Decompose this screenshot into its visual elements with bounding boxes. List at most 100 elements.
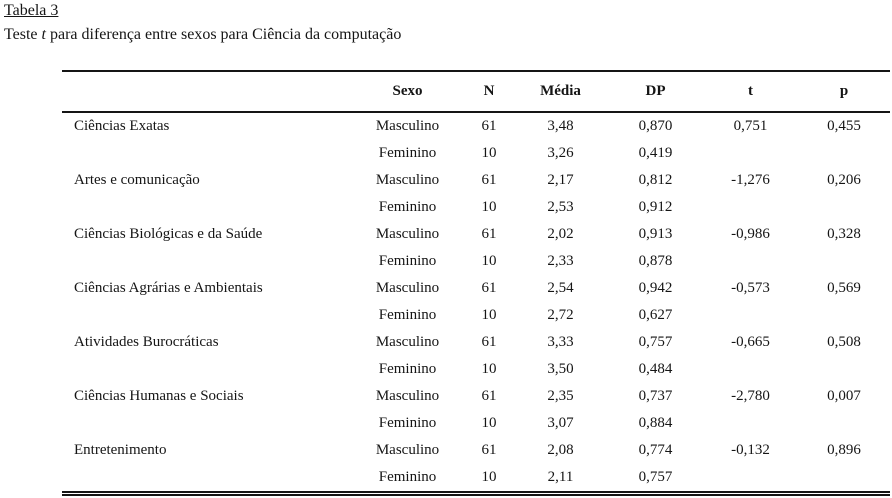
n-cell: 10 — [481, 253, 497, 269]
header-category — [62, 71, 350, 113]
sexo-cell: Masculino — [375, 280, 440, 296]
p-cell: 0,896 — [827, 442, 861, 458]
header-sexo: Sexo — [350, 71, 465, 113]
table-row: Entretenimento Masculino 61 2,08 0,774 -0,132… — [62, 437, 890, 464]
dp-cell: 0,419 — [638, 145, 673, 161]
media-cell: 2,35 — [547, 388, 574, 404]
p-cell — [798, 302, 890, 329]
sexo-cell: Feminino — [378, 307, 437, 323]
t-cell: -0,573 — [731, 280, 770, 296]
header-p: p — [798, 71, 890, 113]
dp-cell: 0,942 — [638, 280, 673, 296]
category-cell — [62, 248, 350, 275]
header-t: t — [703, 71, 798, 113]
p-cell: 0,007 — [827, 388, 861, 404]
sexo-cell: Feminino — [378, 253, 437, 269]
p-cell — [798, 194, 890, 221]
table-number-label: Tabela 3 — [4, 2, 59, 19]
category-cell: Ciências Humanas e Sociais — [74, 388, 244, 404]
table-row: Ciências Humanas e Sociais Masculino 61 2,3… — [62, 383, 890, 410]
media-cell: 2,53 — [547, 199, 574, 215]
t-cell: -0,986 — [731, 226, 770, 242]
sexo-cell: Feminino — [378, 199, 437, 215]
dp-cell: 0,737 — [638, 388, 673, 404]
sexo-cell: Masculino — [375, 388, 440, 404]
p-cell: 0,508 — [827, 334, 861, 350]
table-bottom-rule — [62, 494, 890, 496]
dp-cell: 0,913 — [638, 226, 673, 242]
dp-cell: 0,812 — [638, 172, 673, 188]
media-cell: 2,02 — [547, 226, 574, 242]
n-cell: 61 — [481, 172, 497, 188]
sexo-cell: Masculino — [375, 172, 440, 188]
table-row: Feminino 10 3,50 0,484 — [62, 356, 890, 383]
n-cell: 10 — [481, 145, 497, 161]
t-test-table: Sexo N Média DP t p Ciências Exatas Mascu… — [62, 70, 890, 493]
media-cell: 3,26 — [547, 145, 574, 161]
t-cell — [703, 356, 798, 383]
media-cell: 2,08 — [547, 442, 574, 458]
t-cell: -0,665 — [731, 334, 770, 350]
table-row: Ciências Biológicas e da Saúde Masculino 6… — [62, 221, 890, 248]
p-cell — [798, 140, 890, 167]
n-cell: 10 — [481, 469, 497, 485]
category-cell — [62, 302, 350, 329]
t-cell: -0,132 — [731, 442, 770, 458]
dp-cell: 0,870 — [638, 118, 673, 134]
dp-cell: 0,912 — [638, 199, 673, 215]
table-row: Atividades Burocráticas Masculino 61 3,33 0,… — [62, 329, 890, 356]
media-cell: 2,11 — [547, 469, 574, 485]
n-cell: 61 — [481, 442, 497, 458]
sexo-cell: Feminino — [378, 145, 437, 161]
p-cell — [798, 248, 890, 275]
table-row: Ciências Agrárias e Ambientais Masculino 6… — [62, 275, 890, 302]
media-cell: 2,72 — [547, 307, 574, 323]
media-cell: 3,48 — [547, 118, 574, 134]
t-cell: -2,780 — [731, 388, 770, 404]
dp-cell: 0,774 — [638, 442, 673, 458]
n-cell: 10 — [481, 361, 497, 377]
category-cell — [62, 464, 350, 492]
dp-cell: 0,757 — [638, 334, 673, 350]
t-cell — [703, 464, 798, 492]
n-cell: 61 — [481, 118, 497, 134]
p-cell: 0,206 — [827, 172, 861, 188]
n-cell: 10 — [481, 415, 497, 431]
table-row: Feminino 10 2,11 0,757 — [62, 464, 890, 492]
category-cell: Ciências Biológicas e da Saúde — [74, 226, 263, 242]
dp-cell: 0,757 — [638, 469, 673, 485]
header-media: Média — [513, 71, 608, 113]
table-row: Ciências Exatas Masculino 61 3,48 0,870 0,751… — [62, 112, 890, 140]
sexo-cell: Feminino — [378, 469, 437, 485]
sexo-cell: Feminino — [378, 361, 437, 377]
n-cell: 61 — [481, 334, 497, 350]
sexo-cell: Masculino — [375, 442, 440, 458]
header-n: N — [465, 71, 513, 113]
category-cell: Entretenimento — [74, 442, 167, 458]
media-cell: 3,50 — [547, 361, 574, 377]
p-cell — [798, 410, 890, 437]
n-cell: 61 — [481, 388, 497, 404]
t-cell: -1,276 — [731, 172, 770, 188]
media-cell: 3,33 — [547, 334, 574, 350]
category-cell: Atividades Burocráticas — [74, 334, 219, 350]
table-row: Artes e comunicação Masculino 61 2,17 0,812 -… — [62, 167, 890, 194]
category-cell — [62, 356, 350, 383]
table-row: Feminino 10 2,33 0,878 — [62, 248, 890, 275]
p-cell: 0,455 — [827, 118, 861, 134]
table-row: Feminino 10 3,07 0,884 — [62, 410, 890, 437]
category-cell — [62, 140, 350, 167]
caption-prefix: Teste — [4, 26, 42, 43]
media-cell: 2,33 — [547, 253, 574, 269]
dp-cell: 0,484 — [638, 361, 673, 377]
p-cell — [798, 356, 890, 383]
table-row: Feminino 10 2,53 0,912 — [62, 194, 890, 221]
p-cell: 0,328 — [827, 226, 861, 242]
n-cell: 10 — [481, 307, 497, 323]
category-cell: Ciências Exatas — [74, 118, 170, 134]
caption-italic-term: t — [41, 26, 46, 43]
t-cell — [703, 410, 798, 437]
n-cell: 10 — [481, 199, 497, 215]
caption-suffix: para diferença entre sexos para Ciência … — [45, 26, 402, 43]
